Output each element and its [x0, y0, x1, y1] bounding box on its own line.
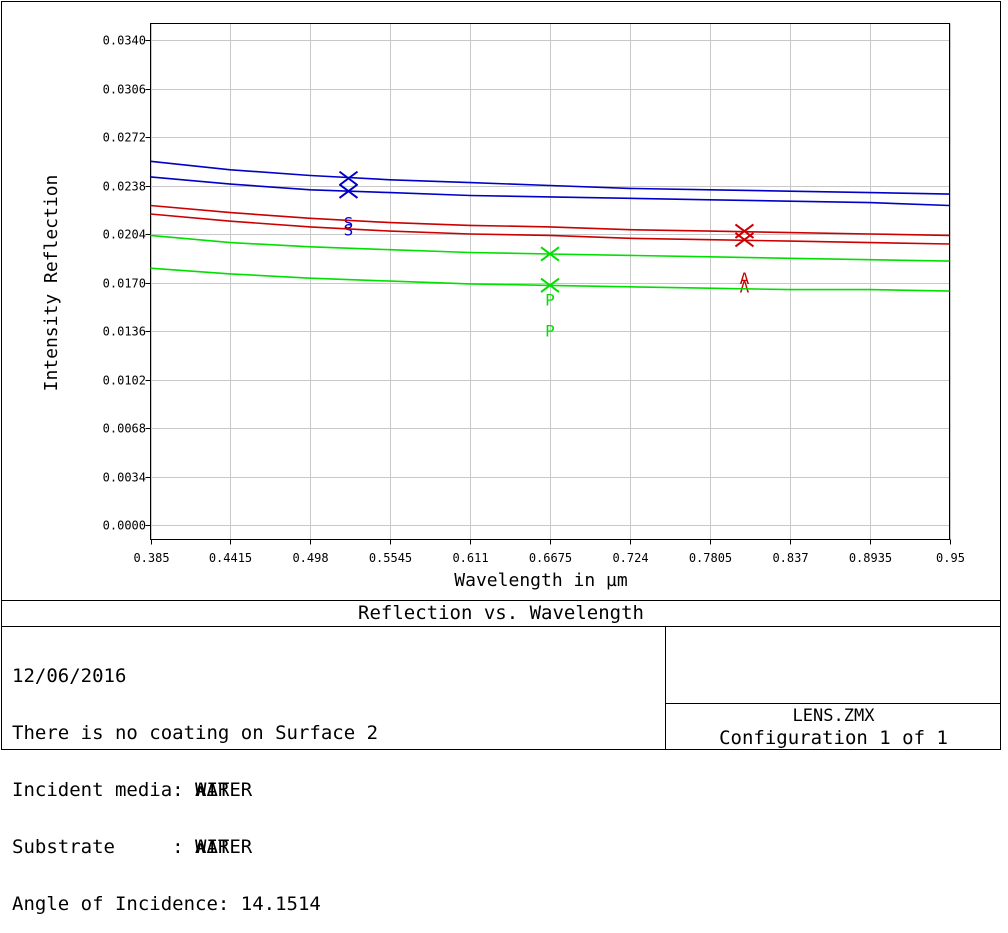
series-marker-p [540, 246, 560, 262]
incident-media-line: Incident media: AIR WATER [12, 781, 378, 800]
x-axis-label: Wavelength in µm [454, 570, 627, 591]
y-axis-label: Intensity Reflection [41, 175, 62, 392]
series-marker-a [734, 232, 755, 248]
outer-border [1, 1, 1001, 750]
y-tick-label: 0.0306 [103, 83, 146, 97]
series-label-a: A [740, 269, 750, 288]
x-tick-label: 0.498 [292, 551, 328, 565]
x-tick-label: 0.95 [936, 551, 965, 565]
x-tick-label: 0.611 [452, 551, 488, 565]
incident-media-value-2: WATER [195, 779, 253, 801]
y-tick-label: 0.0272 [103, 131, 146, 145]
x-tick-label: 0.5545 [369, 551, 412, 565]
substrate-label: Substrate : [12, 836, 196, 858]
x-tick-label: 0.7805 [689, 551, 732, 565]
x-tick-label: 0.385 [133, 551, 169, 565]
y-tick-label: 0.0000 [103, 519, 146, 533]
x-tick-label: 0.4415 [209, 551, 252, 565]
series-line-s-1 [150, 176, 950, 207]
coating-text: There is no coating on Surface 2 [12, 722, 379, 744]
y-tick-label: 0.0068 [103, 422, 146, 436]
x-tick-label: 0.6675 [529, 551, 572, 565]
series-label-a: A [740, 277, 750, 296]
y-tick-label: 0.0034 [103, 471, 146, 485]
series-line-a-3 [150, 213, 950, 245]
series-label-p: P [545, 322, 555, 341]
y-tick-label: 0.0340 [103, 34, 146, 48]
grid-lines [150, 23, 951, 540]
y-tick-label: 0.0136 [103, 325, 146, 339]
configuration-text: Configuration 1 of 1 [719, 727, 948, 749]
series-marker-s [338, 170, 359, 186]
angle-of-incidence-text: Angle of Incidence: 14.1514 [12, 893, 321, 915]
series-line-a-2 [150, 204, 950, 237]
y-tick-label: 0.0238 [103, 180, 146, 194]
series-marker-p [540, 277, 560, 293]
substrate-value-2: WATER [195, 836, 253, 858]
series-label-s: S [344, 213, 354, 232]
series-layer: SS AA PP [150, 160, 950, 341]
info-panel: 12/06/2016 There is no coating on Surfac… [12, 629, 378, 933]
x-tick-label: 0.8935 [849, 551, 892, 565]
series-line-s-0 [150, 160, 950, 195]
y-tick-label: 0.0204 [103, 228, 146, 242]
series-label-p: P [545, 290, 555, 309]
incident-media-label: Incident media: [12, 779, 196, 801]
substrate-line: Substrate : AIR WATER [12, 838, 378, 857]
plot-window: 0.385 0.4415 0.498 0.5545 0.611 0.6675 0.724 0.… [1, 1, 1001, 750]
x-tick-label: 0.837 [772, 551, 808, 565]
y-tick-label: 0.0170 [103, 277, 146, 291]
series-label-s: S [344, 220, 354, 239]
series-marker-s [338, 183, 359, 199]
date-text: 12/06/2016 [12, 665, 127, 687]
lens-file-name: LENS.ZMX [792, 706, 875, 726]
axis-ticks: 0.385 0.4415 0.498 0.5545 0.611 0.6675 0.724 0.… [103, 34, 965, 566]
x-tick-label: 0.724 [612, 551, 648, 565]
y-tick-label: 0.0102 [103, 374, 146, 388]
chart-title: Reflection vs. Wavelength [358, 602, 644, 624]
